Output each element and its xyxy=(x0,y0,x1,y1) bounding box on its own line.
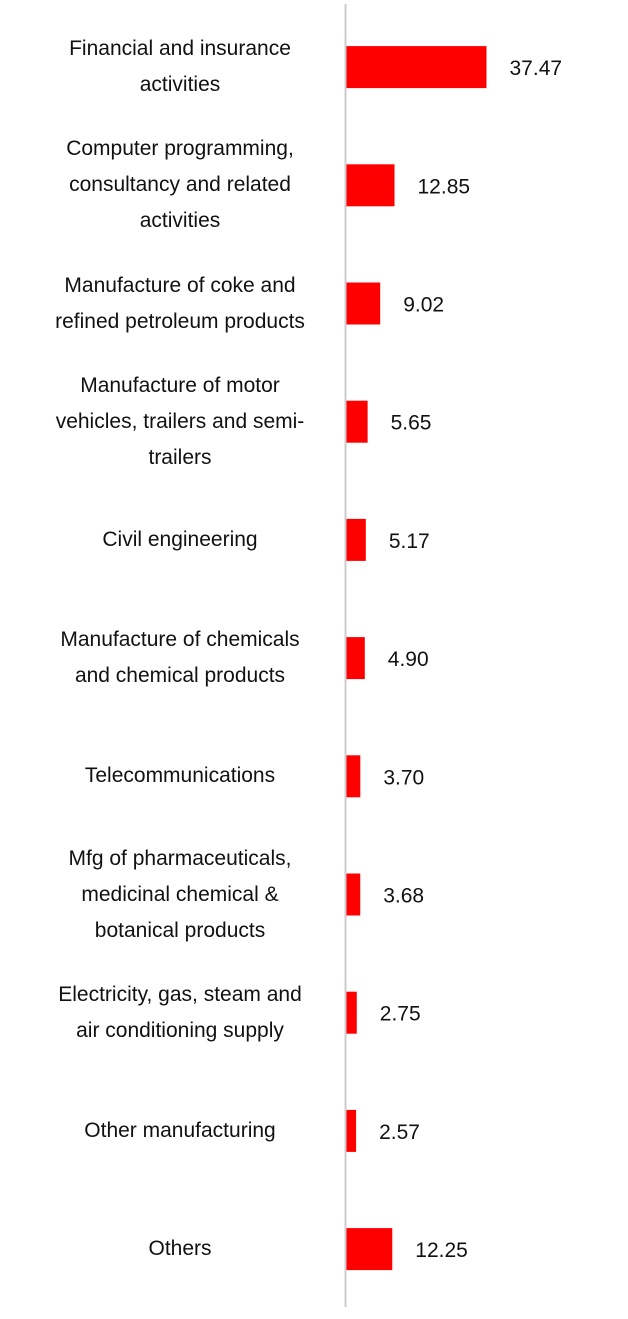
data-label: 3.68 xyxy=(383,885,424,908)
category-label-line: Others xyxy=(148,1237,212,1261)
category-label: Financial and insurance activities xyxy=(30,31,330,103)
data-label: 2.75 xyxy=(380,1003,421,1026)
category-label-line: Electricity, gas, steam and xyxy=(58,982,302,1006)
category-label: Manufacture of motor vehicles, trailers a… xyxy=(30,368,330,476)
category-label-line: botanical products xyxy=(94,918,266,942)
category-label-line: Manufacture of chemicals xyxy=(60,628,300,652)
bar xyxy=(346,282,381,325)
bar xyxy=(346,991,357,1034)
category-label-line: refined petroleum products xyxy=(55,309,305,333)
data-label: 9.02 xyxy=(403,294,444,317)
category-label-line: activities xyxy=(139,73,221,97)
category-label: Telecommunications xyxy=(30,758,330,794)
bar xyxy=(346,518,366,561)
category-label: Computer programming, consultancy and rel… xyxy=(30,131,330,239)
category-label-line: and chemical products xyxy=(74,664,286,688)
category-label-line: Civil engineering xyxy=(102,527,258,551)
bar xyxy=(346,637,365,680)
data-label: 5.17 xyxy=(389,530,430,553)
category-label-line: trailers xyxy=(148,445,212,469)
category-label-line: Other manufacturing xyxy=(84,1118,276,1142)
data-label: 12.25 xyxy=(415,1239,468,1262)
data-label: 3.70 xyxy=(383,766,424,789)
data-label: 2.57 xyxy=(379,1121,420,1144)
bar xyxy=(346,400,368,443)
category-label-line: Manufacture of motor xyxy=(80,373,280,397)
category-label-line: Computer programming, xyxy=(66,137,294,161)
category-label-line: Financial and insurance xyxy=(69,37,291,61)
category-label: Electricity, gas, steam and air condition… xyxy=(30,977,330,1049)
category-label-line: air conditioning supply xyxy=(76,1018,284,1042)
category-label: Manufacture of chemicals and chemical pro… xyxy=(30,622,330,694)
data-label: 4.90 xyxy=(388,648,429,671)
category-label-line: Mfg of pharmaceuticals, xyxy=(68,846,292,870)
category-label-line: activities xyxy=(139,209,221,233)
bar xyxy=(346,164,395,207)
category-label-line: consultancy and related xyxy=(69,173,291,197)
category-label-line: medicinal chemical & xyxy=(81,882,279,906)
data-label: 12.85 xyxy=(418,175,471,198)
data-label: 5.65 xyxy=(391,412,432,435)
bar xyxy=(346,755,361,798)
category-label: Others xyxy=(30,1231,330,1267)
category-label-line: Telecommunications xyxy=(84,764,276,788)
category-label: Civil engineering xyxy=(30,522,330,558)
data-label: 37.47 xyxy=(510,57,563,80)
bar xyxy=(346,873,361,916)
bar xyxy=(346,1109,357,1152)
category-label: Mfg of pharmaceuticals, medicinal chemica… xyxy=(30,841,330,949)
category-label: Other manufacturing xyxy=(30,1113,330,1149)
bar xyxy=(346,46,487,89)
bar xyxy=(346,1228,393,1271)
category-label-line: vehicles, trailers and semi- xyxy=(55,409,305,433)
category-label-line: Manufacture of coke and xyxy=(64,273,296,297)
category-label: Manufacture of coke and refined petroleum… xyxy=(30,268,330,340)
